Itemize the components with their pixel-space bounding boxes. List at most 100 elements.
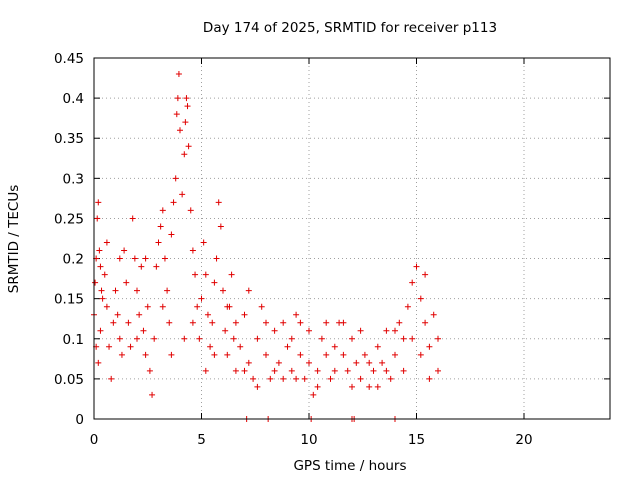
- data-point: [271, 367, 278, 374]
- data-point: [392, 351, 398, 358]
- data-point: [164, 287, 171, 294]
- axis-ticks: 0 0.05 0.1 0.15 0.2 0.25 0.3 0.35 0.4 0.45 0 5 10 15 2…: [54, 51, 610, 448]
- plot-frame: [93, 57, 611, 420]
- y-tick-label: 0.2: [63, 252, 84, 268]
- data-point: [370, 367, 377, 374]
- data-point: [92, 279, 99, 286]
- data-point: [349, 335, 355, 342]
- data-point: [413, 263, 420, 270]
- data-point: [211, 279, 218, 286]
- data-point: [182, 119, 189, 126]
- data-point: [215, 199, 222, 206]
- data-point: [204, 311, 211, 318]
- data-point: [217, 223, 224, 230]
- data-point: [106, 343, 113, 350]
- y-tick-label: 0.35: [54, 131, 84, 147]
- data-point: [237, 343, 244, 350]
- data-point: [254, 335, 261, 342]
- data-point: [110, 319, 117, 326]
- data-point: [288, 367, 295, 374]
- data-point: [357, 375, 364, 382]
- data-point: [353, 359, 360, 366]
- data-point: [318, 335, 325, 342]
- data-point: [297, 319, 304, 326]
- data-point: [301, 375, 308, 382]
- data-point: [181, 335, 188, 342]
- data-point: [103, 239, 110, 246]
- data-point: [263, 351, 269, 358]
- y-tick-label: 0.25: [54, 211, 84, 227]
- data-point: [202, 271, 209, 278]
- data-point: [153, 263, 160, 270]
- data-point: [127, 343, 134, 350]
- y-tick-label: 0: [75, 412, 84, 428]
- data-point: [222, 327, 229, 334]
- data-point: [175, 71, 182, 78]
- data-point: [426, 375, 433, 382]
- data-point: [404, 303, 411, 310]
- y-tick-label: 0.1: [63, 332, 84, 348]
- x-tick-label: 15: [408, 432, 425, 448]
- data-point: [275, 359, 282, 366]
- data-point: [99, 295, 106, 302]
- data-point: [185, 143, 192, 150]
- data-point: [232, 319, 239, 326]
- data-point: [417, 295, 424, 302]
- data-point: [435, 335, 441, 342]
- data-point: [400, 335, 407, 342]
- data-point: [267, 375, 274, 382]
- x-axis-label: GPS time / hours: [293, 458, 406, 474]
- data-point: [196, 335, 203, 342]
- data-point: [184, 103, 191, 110]
- data-point: [155, 239, 162, 246]
- data-point: [396, 319, 403, 326]
- data-point: [118, 351, 125, 358]
- data-point: [297, 351, 304, 358]
- data-point: [189, 319, 196, 326]
- data-point: [116, 255, 123, 262]
- data-point: [168, 231, 175, 238]
- data-point: [245, 359, 252, 366]
- data-point: [103, 303, 110, 310]
- data-point: [435, 367, 441, 374]
- data-point: [129, 215, 136, 222]
- data-point: [121, 247, 128, 254]
- data-point: [250, 375, 257, 382]
- data-point: [366, 383, 373, 390]
- grid-lines: [94, 58, 610, 419]
- data-points: [91, 71, 441, 422]
- data-point: [284, 343, 291, 350]
- y-axis-label: SRMTID / TECUs: [6, 185, 22, 293]
- data-point: [112, 287, 119, 294]
- data-point: [174, 95, 181, 102]
- data-point: [170, 199, 177, 206]
- data-point: [314, 383, 321, 390]
- data-point: [361, 351, 368, 358]
- data-point: [187, 207, 194, 214]
- x-tick-label: 5: [197, 432, 206, 448]
- data-point: [94, 215, 101, 222]
- data-point: [409, 279, 416, 286]
- data-point: [344, 367, 351, 374]
- data-point: [224, 351, 231, 358]
- data-point: [200, 239, 207, 246]
- data-point: [149, 391, 156, 398]
- data-point: [140, 327, 147, 334]
- data-point: [207, 343, 214, 350]
- data-point: [323, 351, 330, 358]
- data-point: [108, 375, 115, 382]
- data-point: [230, 335, 237, 342]
- data-point: [232, 367, 239, 374]
- data-point: [95, 199, 102, 206]
- data-point: [228, 271, 235, 278]
- data-point: [409, 335, 416, 342]
- data-point: [136, 311, 143, 318]
- data-point: [177, 127, 183, 134]
- data-point: [96, 247, 103, 254]
- data-point: [422, 271, 429, 278]
- y-tick-label: 0.4: [63, 91, 84, 107]
- data-point: [340, 351, 347, 358]
- data-point: [387, 375, 394, 382]
